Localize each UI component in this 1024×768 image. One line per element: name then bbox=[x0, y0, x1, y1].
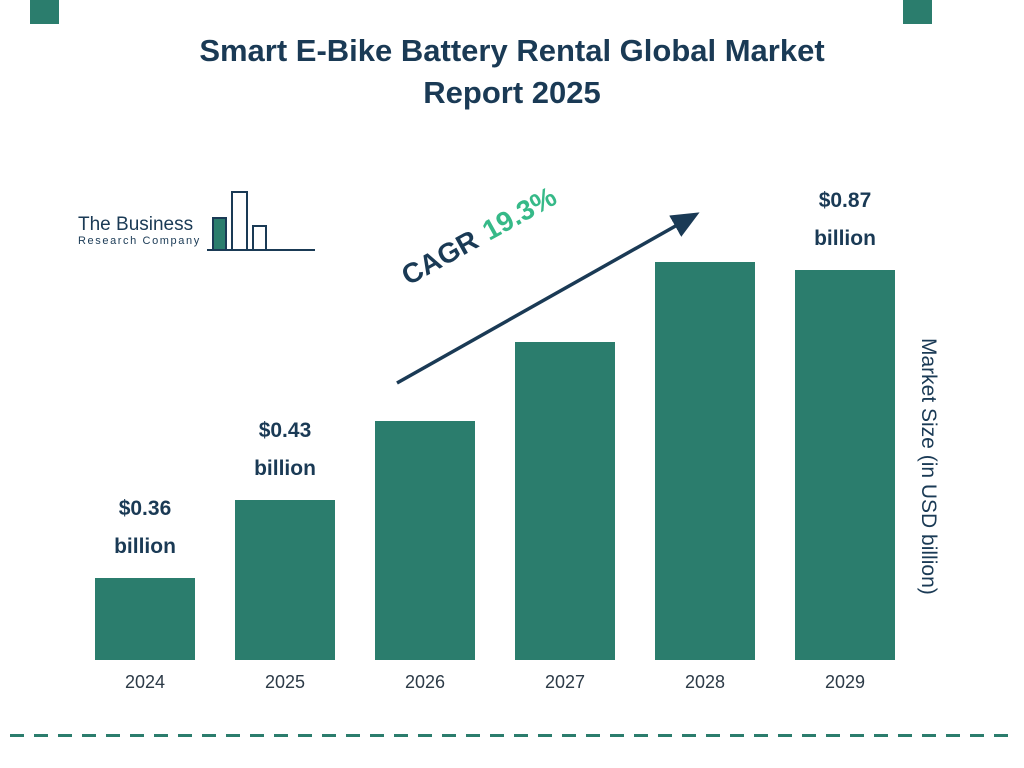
logo-text-primary: The Business bbox=[78, 214, 194, 235]
logo-text-secondary: Research Company bbox=[78, 235, 201, 247]
bar-group-2025: $0.43 billion 2025 bbox=[235, 182, 335, 692]
bar-group-2029: $0.87 billion 2029 bbox=[795, 182, 895, 692]
bar-chart-logo-icon bbox=[206, 191, 315, 251]
bar-group-2024: $0.36 billion 2024 bbox=[95, 182, 195, 692]
bar-chart: $0.36 billion 2024 $0.43 billion 2025 20… bbox=[95, 182, 895, 692]
logo-text: The Business Research Company bbox=[78, 214, 201, 248]
x-tick-2024: 2024 bbox=[124, 672, 166, 692]
bar-value-unit: billion bbox=[814, 227, 876, 250]
bar-value-label: $0.36 billion bbox=[114, 490, 176, 566]
x-tick-2027: 2027 bbox=[544, 672, 586, 692]
decor-corner-left bbox=[30, 0, 59, 24]
bar bbox=[795, 270, 895, 660]
bar-group-2027: 2027 bbox=[515, 182, 615, 692]
trend-arrow bbox=[396, 212, 700, 385]
company-logo: The Business Research Company bbox=[78, 188, 317, 256]
y-axis-label: Market Size (in USD billion) bbox=[917, 338, 940, 595]
title-line-1: Smart E-Bike Battery Rental Global Marke… bbox=[199, 33, 825, 68]
bar-value-amount: $0.43 bbox=[258, 419, 312, 442]
bar-value-amount: $0.87 bbox=[818, 189, 872, 212]
x-tick-2028: 2028 bbox=[684, 672, 726, 692]
bar-value-label: $0.43 billion bbox=[254, 412, 316, 488]
x-tick-2025: 2025 bbox=[264, 672, 306, 692]
bar-group-2026: 2026 bbox=[375, 182, 475, 692]
bar bbox=[375, 421, 475, 660]
decor-corner-right bbox=[903, 0, 932, 24]
bar-group-2028: 2028 bbox=[655, 182, 755, 692]
bar-value-unit: billion bbox=[254, 457, 316, 480]
x-tick-2029: 2029 bbox=[824, 672, 866, 692]
bar-value-unit: billion bbox=[114, 535, 176, 558]
bar-value-amount: $0.36 bbox=[118, 497, 172, 520]
page-title: Smart E-Bike Battery Rental Global Marke… bbox=[0, 30, 1024, 114]
bar-value-label: $0.87 billion bbox=[814, 182, 876, 258]
bottom-dashed-line bbox=[10, 734, 1014, 737]
bar bbox=[235, 500, 335, 660]
bar bbox=[515, 342, 615, 660]
title-line-2: Report 2025 bbox=[423, 75, 601, 110]
bar bbox=[95, 578, 195, 660]
x-tick-2026: 2026 bbox=[404, 672, 446, 692]
bar bbox=[655, 262, 755, 660]
